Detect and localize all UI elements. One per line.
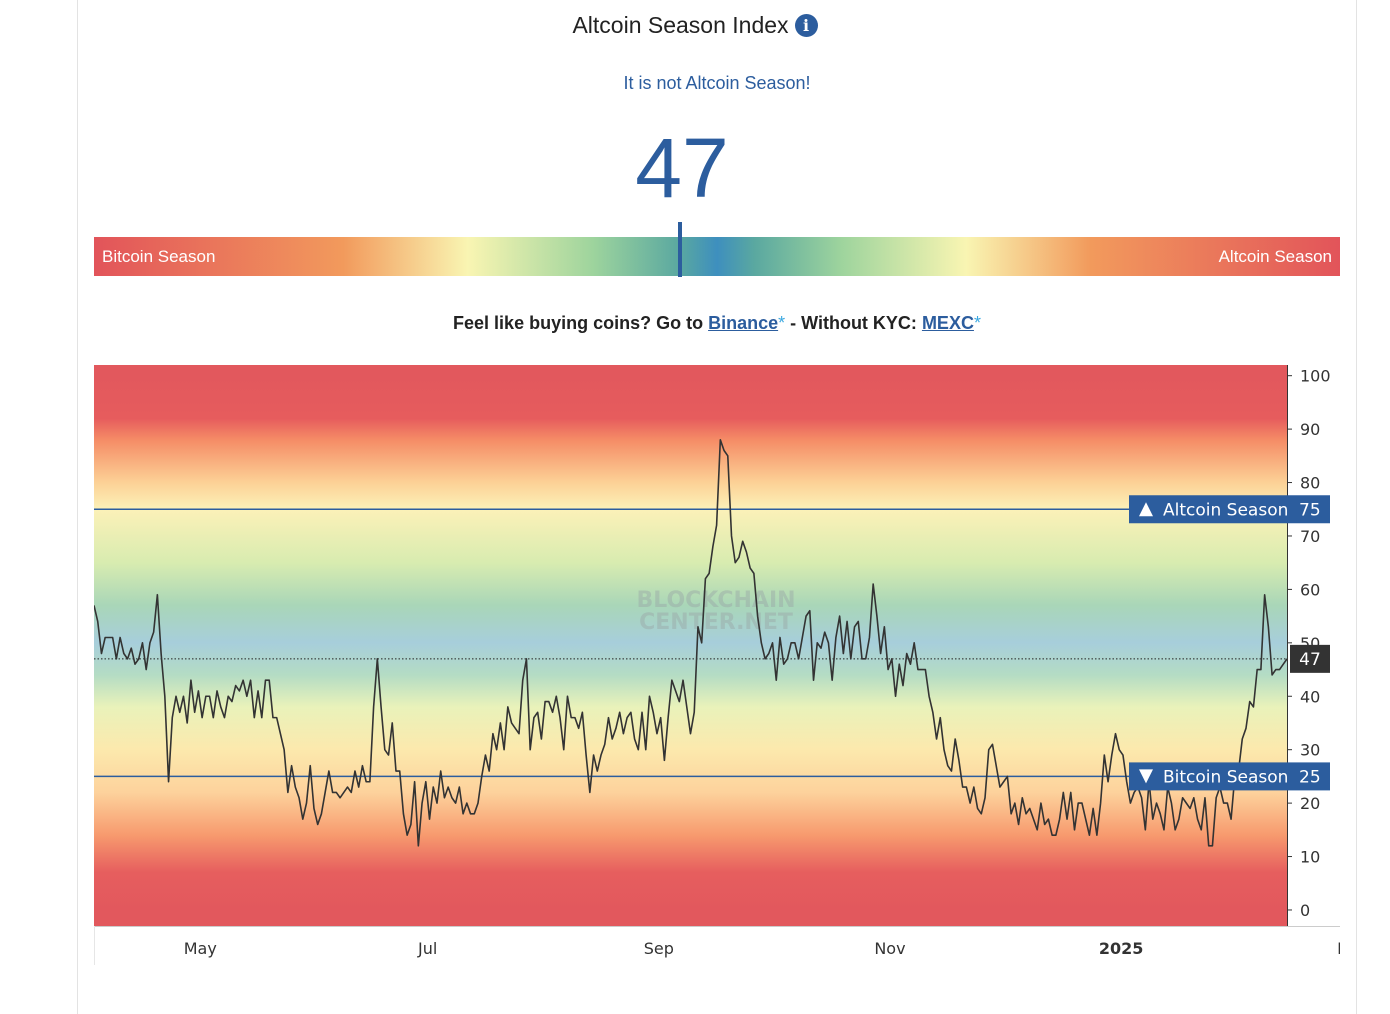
- title-row: Altcoin Season Index i: [0, 12, 1390, 39]
- y-tick-label: 80: [1300, 474, 1320, 493]
- gauge-label-altcoin-season: Altcoin Season: [1218, 247, 1332, 266]
- threshold-label-text: Bitcoin Season: [1163, 767, 1288, 787]
- y-tick-label: 40: [1300, 687, 1320, 706]
- gauge-label-bitcoin-season: Bitcoin Season: [102, 247, 216, 266]
- current-value-label-box: [1290, 644, 1330, 673]
- x-tick-label: 2025: [1099, 939, 1144, 958]
- binance-link[interactable]: Binance: [708, 313, 779, 333]
- y-tick-label: 20: [1300, 794, 1320, 813]
- binance-star: *: [778, 313, 786, 333]
- mexc-star: *: [973, 313, 981, 333]
- threshold-label-value: 25: [1299, 767, 1321, 787]
- series-line-index: [94, 439, 1288, 847]
- promo-prefix: Feel like buying coins? Go to: [453, 313, 709, 333]
- y-tick-label: 70: [1300, 527, 1320, 546]
- mexc-link[interactable]: MEXC: [921, 313, 974, 333]
- x-tick-label: Mar: [1337, 939, 1340, 958]
- promo-middle: - Without KYC:: [785, 313, 922, 333]
- y-tick-label: 100: [1300, 367, 1331, 386]
- season-status: It is not Altcoin Season!: [623, 73, 811, 93]
- page-title: Altcoin Season Index: [572, 12, 789, 38]
- promo-line: Feel like buying coins? Go to Binance* -…: [0, 313, 1390, 334]
- y-tick-label: 60: [1300, 580, 1320, 599]
- index-value: 47: [635, 121, 729, 215]
- current-value-label: 47: [1299, 650, 1321, 670]
- threshold-label-value: 75: [1299, 500, 1321, 520]
- threshold-label-box-down: [1129, 762, 1330, 791]
- altcoin-index-chart: BLOCKCHAINCENTER.NET01020304050607080901…: [94, 365, 1340, 965]
- triangle-down-icon: [1139, 769, 1153, 784]
- x-tick-label: Sep: [644, 939, 674, 958]
- info-icon[interactable]: i: [794, 14, 818, 37]
- threshold-label-box-up: [1129, 495, 1330, 524]
- y-tick-label: 0: [1300, 901, 1310, 920]
- y-tick-label: 90: [1300, 420, 1320, 439]
- y-tick-label: 10: [1300, 848, 1320, 867]
- x-tick-label: Jul: [417, 939, 437, 958]
- season-gauge: Bitcoin Season Altcoin Season: [94, 237, 1340, 276]
- watermark-text: CENTER.NET: [639, 610, 793, 635]
- x-tick-label: Nov: [874, 939, 905, 958]
- right-border: [1356, 0, 1357, 1014]
- watermark-text: BLOCKCHAIN: [636, 588, 795, 613]
- plot-background: [94, 365, 1287, 926]
- x-tick-label: May: [184, 939, 217, 958]
- triangle-up-icon: [1139, 502, 1153, 517]
- y-tick-label: 30: [1300, 741, 1320, 760]
- threshold-label-text: Altcoin Season: [1163, 500, 1288, 520]
- left-border: [77, 0, 78, 1014]
- gauge-marker: [677, 222, 682, 277]
